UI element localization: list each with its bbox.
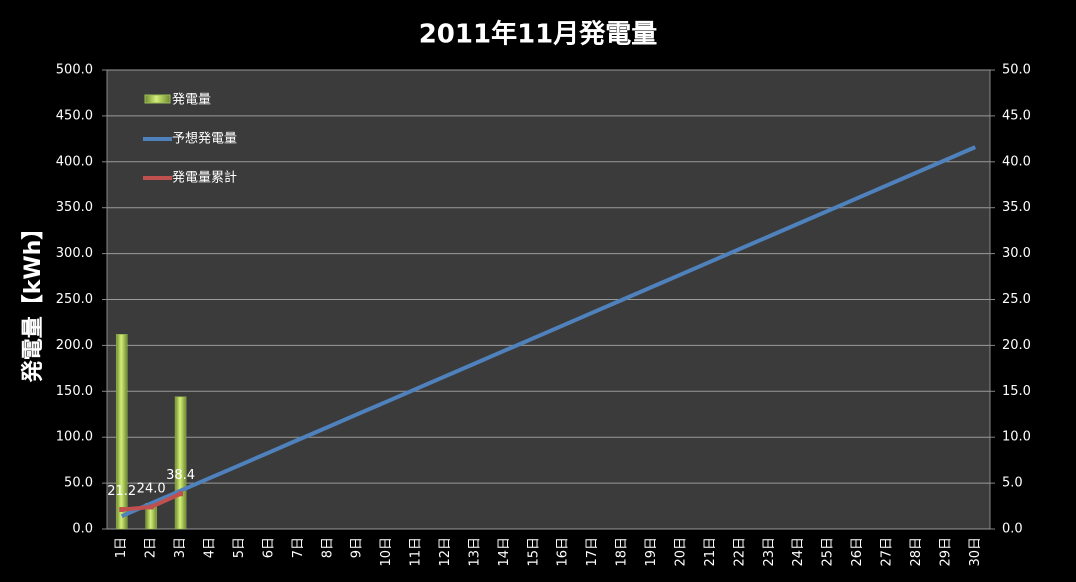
y-tick-label: 350.0 — [56, 200, 93, 215]
y2-tick-label: 50.0 — [1002, 63, 1031, 78]
y-tick-label: 250.0 — [56, 292, 93, 307]
data-label: 21.2 — [107, 484, 136, 499]
x-tick-label: 26日 — [850, 537, 865, 567]
y2-tick-label: 30.0 — [1002, 246, 1031, 261]
x-tick-label: 9日 — [350, 537, 365, 558]
y2-tick-label: 5.0 — [1002, 476, 1023, 491]
data-label: 24.0 — [137, 481, 166, 496]
y-tick-label: 50.0 — [64, 476, 93, 491]
y-tick-label: 150.0 — [56, 384, 93, 399]
y-tick-label: 200.0 — [56, 338, 93, 353]
y-tick-label: 450.0 — [56, 108, 93, 123]
y2-tick-label: 45.0 — [1002, 108, 1031, 123]
x-tick-label: 22日 — [732, 537, 747, 567]
legend-swatch — [144, 94, 171, 104]
chart-title: 2011年11月発電量 — [419, 19, 658, 50]
x-tick-label: 16日 — [556, 537, 571, 567]
x-tick-label: 4日 — [203, 537, 218, 558]
x-tick-label: 11日 — [409, 537, 424, 567]
x-tick-label: 12日 — [438, 537, 453, 567]
x-tick-label: 14日 — [497, 537, 512, 567]
x-tick-label: 10日 — [379, 537, 394, 567]
legend-label: 予想発電量 — [172, 131, 237, 147]
y2-tick-label: 0.0 — [1002, 522, 1023, 537]
x-tick-label: 3日 — [173, 537, 188, 558]
y2-tick-label: 10.0 — [1002, 430, 1031, 445]
y-tick-label: 400.0 — [56, 154, 93, 169]
x-tick-label: 1日 — [114, 537, 129, 558]
y-tick-label: 100.0 — [56, 430, 93, 445]
x-tick-label: 20日 — [673, 537, 688, 567]
x-tick-label: 15日 — [526, 537, 541, 567]
line-marker — [119, 507, 125, 513]
x-tick-label: 28日 — [909, 537, 924, 567]
y-axis-label: 発電量【kWh】 — [21, 218, 46, 384]
y-tick-label: 0.0 — [72, 522, 93, 537]
x-tick-label: 19日 — [644, 537, 659, 567]
bar — [174, 396, 187, 530]
x-tick-label: 27日 — [879, 537, 894, 567]
y2-tick-label: 25.0 — [1002, 292, 1031, 307]
y2-tick-label: 35.0 — [1002, 200, 1031, 215]
line — [120, 145, 977, 518]
y-tick-label: 500.0 — [56, 63, 93, 78]
y2-tick-label: 40.0 — [1002, 154, 1031, 169]
x-tick-label: 2日 — [144, 537, 159, 558]
y2-tick-label: 15.0 — [1002, 384, 1031, 399]
x-tick-label: 7日 — [291, 537, 306, 558]
x-tick-label: 17日 — [585, 537, 600, 567]
bar — [115, 334, 128, 530]
x-tick-label: 23日 — [762, 537, 777, 567]
x-tick-label: 18日 — [615, 537, 630, 567]
x-tick-label: 25日 — [821, 537, 836, 567]
line-marker — [148, 504, 154, 510]
x-tick-label: 13日 — [467, 537, 482, 567]
legend-label: 発電量 — [172, 93, 211, 108]
x-tick-label: 6日 — [261, 537, 276, 558]
line-marker — [178, 491, 184, 497]
y2-tick-label: 20.0 — [1002, 338, 1031, 353]
x-tick-label: 21日 — [703, 537, 718, 567]
y-tick-label: 300.0 — [56, 246, 93, 261]
x-tick-label: 5日 — [232, 537, 247, 558]
x-tick-label: 30日 — [968, 537, 983, 567]
x-tick-label: 29日 — [938, 537, 953, 567]
x-tick-label: 24日 — [791, 537, 806, 567]
data-label: 38.4 — [166, 468, 195, 483]
legend-label: 発電量累計 — [172, 170, 237, 186]
x-tick-label: 8日 — [320, 537, 335, 558]
